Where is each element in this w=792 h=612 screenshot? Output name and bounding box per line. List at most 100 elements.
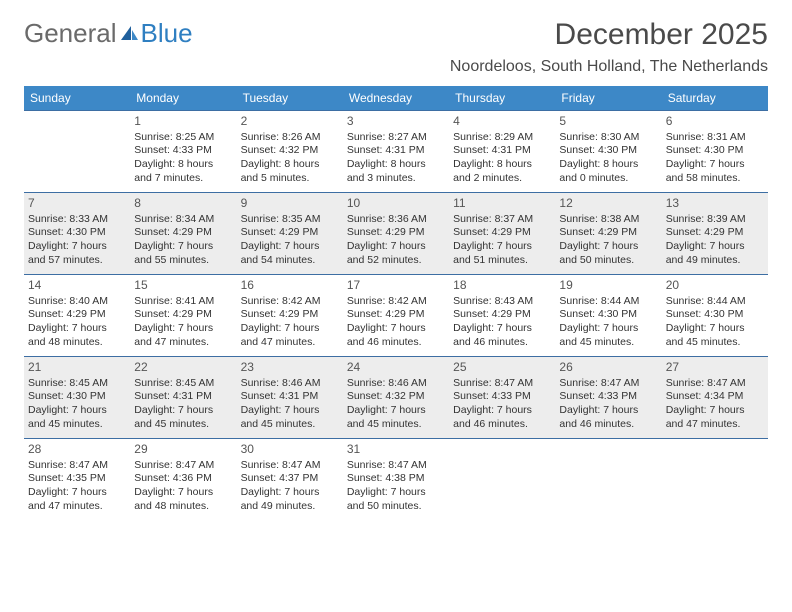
day-cell (662, 438, 768, 520)
daylight-text: Daylight: 7 hours and 49 minutes. (666, 240, 764, 267)
sunrise-text: Sunrise: 8:45 AM (134, 377, 232, 391)
day-cell: 22Sunrise: 8:45 AMSunset: 4:31 PMDayligh… (130, 356, 236, 438)
day-cell: 14Sunrise: 8:40 AMSunset: 4:29 PMDayligh… (24, 274, 130, 356)
sunset-text: Sunset: 4:30 PM (28, 226, 126, 240)
daylight-text: Daylight: 7 hours and 47 minutes. (134, 322, 232, 349)
day-cell: 12Sunrise: 8:38 AMSunset: 4:29 PMDayligh… (555, 192, 661, 274)
day-number: 14 (28, 278, 126, 294)
day-cell (24, 110, 130, 192)
day-cell: 29Sunrise: 8:47 AMSunset: 4:36 PMDayligh… (130, 438, 236, 520)
daylight-text: Daylight: 7 hours and 54 minutes. (241, 240, 339, 267)
sunrise-text: Sunrise: 8:42 AM (241, 295, 339, 309)
day-header-row: SundayMondayTuesdayWednesdayThursdayFrid… (24, 86, 768, 110)
sunrise-text: Sunrise: 8:36 AM (347, 213, 445, 227)
day-cell (449, 438, 555, 520)
day-header: Thursday (449, 86, 555, 110)
day-number: 12 (559, 196, 657, 212)
sunset-text: Sunset: 4:31 PM (347, 144, 445, 158)
daylight-text: Daylight: 7 hours and 46 minutes. (453, 404, 551, 431)
sunset-text: Sunset: 4:34 PM (666, 390, 764, 404)
sunrise-text: Sunrise: 8:39 AM (666, 213, 764, 227)
daylight-text: Daylight: 7 hours and 57 minutes. (28, 240, 126, 267)
day-cell: 7Sunrise: 8:33 AMSunset: 4:30 PMDaylight… (24, 192, 130, 274)
day-cell: 20Sunrise: 8:44 AMSunset: 4:30 PMDayligh… (662, 274, 768, 356)
sunset-text: Sunset: 4:29 PM (28, 308, 126, 322)
brand-part2: Blue (141, 18, 193, 49)
daylight-text: Daylight: 7 hours and 45 minutes. (28, 404, 126, 431)
sunrise-text: Sunrise: 8:47 AM (134, 459, 232, 473)
day-cell: 4Sunrise: 8:29 AMSunset: 4:31 PMDaylight… (449, 110, 555, 192)
daylight-text: Daylight: 7 hours and 55 minutes. (134, 240, 232, 267)
day-cell: 31Sunrise: 8:47 AMSunset: 4:38 PMDayligh… (343, 438, 449, 520)
sunset-text: Sunset: 4:35 PM (28, 472, 126, 486)
brand-logo: General Blue (24, 18, 193, 49)
daylight-text: Daylight: 8 hours and 7 minutes. (134, 158, 232, 185)
day-number: 1 (134, 114, 232, 130)
sunrise-text: Sunrise: 8:44 AM (559, 295, 657, 309)
sunrise-text: Sunrise: 8:46 AM (347, 377, 445, 391)
sunrise-text: Sunrise: 8:37 AM (453, 213, 551, 227)
day-number: 5 (559, 114, 657, 130)
day-number: 24 (347, 360, 445, 376)
day-header: Friday (555, 86, 661, 110)
daylight-text: Daylight: 7 hours and 58 minutes. (666, 158, 764, 185)
day-number: 9 (241, 196, 339, 212)
sunrise-text: Sunrise: 8:47 AM (347, 459, 445, 473)
day-number: 10 (347, 196, 445, 212)
sunset-text: Sunset: 4:30 PM (666, 308, 764, 322)
daylight-text: Daylight: 7 hours and 50 minutes. (347, 486, 445, 513)
daylight-text: Daylight: 7 hours and 45 minutes. (666, 322, 764, 349)
sunset-text: Sunset: 4:29 PM (134, 308, 232, 322)
daylight-text: Daylight: 7 hours and 45 minutes. (241, 404, 339, 431)
day-cell: 10Sunrise: 8:36 AMSunset: 4:29 PMDayligh… (343, 192, 449, 274)
day-header: Sunday (24, 86, 130, 110)
day-cell: 18Sunrise: 8:43 AMSunset: 4:29 PMDayligh… (449, 274, 555, 356)
day-number: 25 (453, 360, 551, 376)
day-number: 7 (28, 196, 126, 212)
sunset-text: Sunset: 4:30 PM (559, 308, 657, 322)
daylight-text: Daylight: 7 hours and 51 minutes. (453, 240, 551, 267)
day-number: 18 (453, 278, 551, 294)
day-number: 13 (666, 196, 764, 212)
day-cell (555, 438, 661, 520)
day-cell: 8Sunrise: 8:34 AMSunset: 4:29 PMDaylight… (130, 192, 236, 274)
sunset-text: Sunset: 4:30 PM (666, 144, 764, 158)
day-cell: 26Sunrise: 8:47 AMSunset: 4:33 PMDayligh… (555, 356, 661, 438)
sunrise-text: Sunrise: 8:25 AM (134, 131, 232, 145)
daylight-text: Daylight: 8 hours and 5 minutes. (241, 158, 339, 185)
weeks-container: 1Sunrise: 8:25 AMSunset: 4:33 PMDaylight… (24, 110, 768, 520)
daylight-text: Daylight: 7 hours and 48 minutes. (134, 486, 232, 513)
sunrise-text: Sunrise: 8:30 AM (559, 131, 657, 145)
sunrise-text: Sunrise: 8:29 AM (453, 131, 551, 145)
sunset-text: Sunset: 4:30 PM (28, 390, 126, 404)
daylight-text: Daylight: 7 hours and 47 minutes. (28, 486, 126, 513)
sunset-text: Sunset: 4:36 PM (134, 472, 232, 486)
day-header: Wednesday (343, 86, 449, 110)
sunrise-text: Sunrise: 8:47 AM (28, 459, 126, 473)
brand-sail-icon (117, 18, 141, 49)
day-number: 16 (241, 278, 339, 294)
sunrise-text: Sunrise: 8:33 AM (28, 213, 126, 227)
sunset-text: Sunset: 4:33 PM (453, 390, 551, 404)
daylight-text: Daylight: 7 hours and 47 minutes. (241, 322, 339, 349)
sunset-text: Sunset: 4:32 PM (241, 144, 339, 158)
day-header: Monday (130, 86, 236, 110)
daylight-text: Daylight: 7 hours and 45 minutes. (347, 404, 445, 431)
sunrise-text: Sunrise: 8:41 AM (134, 295, 232, 309)
week-row: 1Sunrise: 8:25 AMSunset: 4:33 PMDaylight… (24, 110, 768, 192)
week-row: 14Sunrise: 8:40 AMSunset: 4:29 PMDayligh… (24, 274, 768, 356)
day-cell: 30Sunrise: 8:47 AMSunset: 4:37 PMDayligh… (237, 438, 343, 520)
sunset-text: Sunset: 4:29 PM (453, 308, 551, 322)
day-cell: 27Sunrise: 8:47 AMSunset: 4:34 PMDayligh… (662, 356, 768, 438)
calendar: SundayMondayTuesdayWednesdayThursdayFrid… (24, 86, 768, 520)
day-number: 27 (666, 360, 764, 376)
sunrise-text: Sunrise: 8:44 AM (666, 295, 764, 309)
day-number: 21 (28, 360, 126, 376)
sunset-text: Sunset: 4:30 PM (559, 144, 657, 158)
day-cell: 13Sunrise: 8:39 AMSunset: 4:29 PMDayligh… (662, 192, 768, 274)
sunrise-text: Sunrise: 8:34 AM (134, 213, 232, 227)
day-cell: 24Sunrise: 8:46 AMSunset: 4:32 PMDayligh… (343, 356, 449, 438)
daylight-text: Daylight: 7 hours and 45 minutes. (559, 322, 657, 349)
daylight-text: Daylight: 7 hours and 45 minutes. (134, 404, 232, 431)
title-block: December 2025 Noordeloos, South Holland,… (450, 18, 768, 76)
